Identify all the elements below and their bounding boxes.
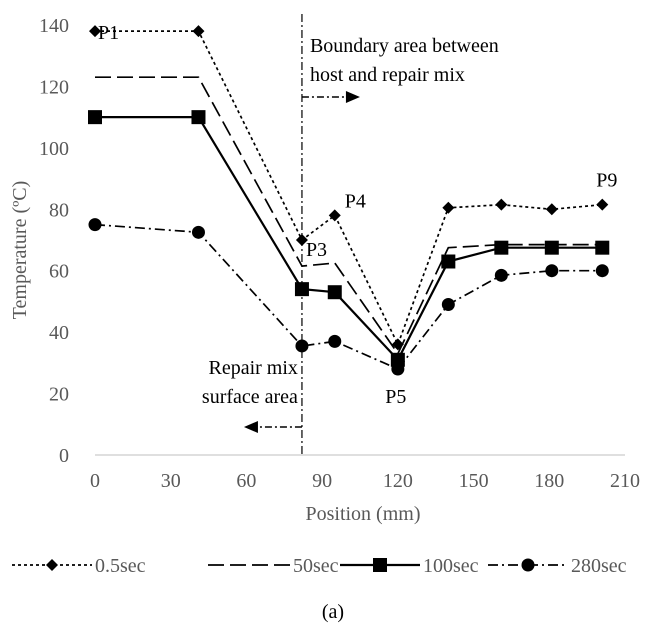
y-tick-label: 0	[59, 445, 69, 467]
data-point-0.5sec	[295, 234, 308, 246]
data-point-280sec	[328, 334, 342, 348]
data-point-0.5sec	[596, 198, 609, 211]
boundary-label-right-line: Boundary area between	[310, 35, 499, 57]
figure-caption: (a)	[322, 601, 344, 623]
axes: 0 20 40 60 80 100 120 140 0 30 60 90 120 150 180 210 Pos…	[9, 15, 640, 525]
x-axis-title: Position (mm)	[305, 503, 420, 525]
data-point-0.5sec	[545, 203, 558, 216]
legend-label: 0.5sec	[95, 555, 146, 577]
data-point-100sec	[191, 110, 206, 125]
legend-swatch-marker	[373, 558, 387, 572]
x-tick-label: 30	[161, 470, 181, 492]
series-50sec	[95, 76, 603, 356]
series-280sec	[88, 218, 609, 376]
x-tick-label: 60	[236, 470, 256, 492]
point-label-P9: P9	[596, 170, 617, 192]
data-point-100sec	[88, 110, 102, 125]
legend-label: 100sec	[423, 555, 479, 577]
y-tick-label: 140	[39, 15, 69, 37]
data-point-100sec	[494, 240, 509, 255]
point-label-P1: P1	[98, 22, 119, 44]
arrow-left-head	[243, 421, 258, 433]
arrow-right-head	[345, 91, 360, 103]
series-0.5sec	[89, 25, 609, 351]
point-label-P4: P4	[345, 190, 366, 212]
boundary-annotation: Boundary area between host and repair mix…	[202, 14, 499, 455]
y-tick-label: 100	[39, 138, 69, 160]
legend-swatch-marker	[521, 558, 535, 572]
point-label-P3: P3	[306, 239, 327, 261]
data-point-0.5sec	[442, 201, 455, 214]
data-point-280sec	[191, 225, 205, 239]
data-point-0.5sec	[495, 198, 508, 211]
series-line-0.5sec	[95, 30, 603, 347]
series-line-280sec	[94, 223, 603, 371]
boundary-label-left-line: Repair mix	[209, 357, 298, 379]
series-100sec	[88, 110, 610, 367]
y-axis-title: Temperature (ºC)	[9, 181, 31, 320]
legend-entry-280sec: 280sec	[488, 555, 627, 577]
y-tick-label: 60	[49, 261, 69, 283]
point-label-P5: P5	[385, 386, 406, 408]
data-point-100sec	[441, 254, 456, 269]
x-tick-label: 120	[383, 470, 413, 492]
y-tick-label: 20	[49, 384, 69, 406]
legend-entry-100sec: 100sec	[340, 555, 479, 577]
x-tick-label: 150	[459, 470, 489, 492]
data-point-0.5sec	[328, 209, 341, 222]
y-tick-label: 40	[49, 322, 69, 344]
x-tick-label: 210	[610, 470, 640, 492]
y-tick-label: 80	[49, 199, 69, 221]
series-group	[88, 25, 610, 376]
legend-label: 280sec	[571, 555, 627, 577]
data-point-0.5sec	[89, 25, 101, 38]
x-tick-label: 180	[534, 470, 564, 492]
data-point-280sec	[545, 264, 559, 278]
series-line-100sec	[95, 115, 603, 362]
legend-label: 50sec	[293, 555, 339, 577]
data-point-100sec	[294, 282, 309, 297]
boundary-label-right-line: host and repair mix	[310, 64, 465, 86]
boundary-label-left-line: surface area	[202, 386, 298, 408]
series-line-50sec	[95, 76, 603, 356]
point-labels: P1 P3 P4 P5 P9	[98, 22, 617, 408]
data-point-280sec	[595, 264, 609, 278]
legend-entry-0.5sec: 0.5sec	[12, 555, 146, 577]
data-point-100sec	[595, 240, 610, 255]
y-tick-label: 120	[39, 76, 69, 98]
data-point-100sec	[544, 240, 559, 255]
data-point-100sec	[327, 285, 342, 300]
legend-swatch-marker	[46, 559, 58, 571]
data-point-280sec	[295, 339, 309, 353]
legend-entry-50sec: 50sec	[208, 555, 339, 577]
legend: 0.5sec 50sec 100sec 280sec	[12, 555, 627, 577]
data-point-280sec	[88, 218, 102, 232]
data-point-280sec	[441, 298, 455, 311]
data-point-0.5sec	[192, 25, 205, 38]
data-point-280sec	[391, 362, 405, 376]
data-point-280sec	[494, 268, 508, 282]
x-tick-label: 90	[312, 470, 332, 492]
x-tick-label: 0	[90, 470, 100, 492]
